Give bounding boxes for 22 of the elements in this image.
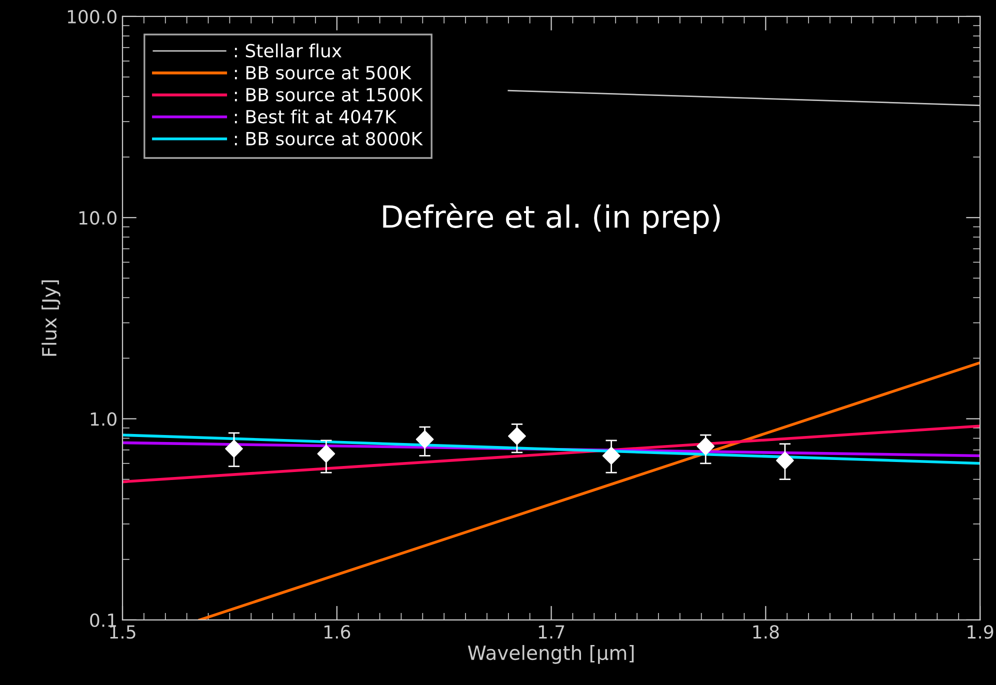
legend-label: : Stellar flux — [234, 44, 342, 58]
point — [602, 446, 620, 465]
legend-label: : BB source at 500K — [234, 66, 412, 80]
y-tick-label: 1.0 — [90, 412, 116, 426]
point — [508, 427, 526, 446]
annotation: Defrère et al. (in prep) — [383, 203, 720, 234]
legend-label: : BB source at 8000K — [234, 132, 423, 146]
x-tick-label: 1.8 — [753, 625, 779, 639]
x-axis-title: Wavelength [μm] — [468, 645, 634, 664]
point — [317, 444, 336, 463]
x-tick-label: 1.7 — [538, 625, 564, 639]
x-tick-label: 1.6 — [324, 625, 350, 639]
legend-label: : Best fit at 4047K — [234, 110, 397, 124]
legend-label: : BB source at 1500K — [234, 88, 423, 102]
point — [416, 430, 434, 448]
y-axis-title: Flux [Jy] — [42, 280, 60, 356]
point — [696, 437, 715, 456]
y-tick-label: 10.0 — [79, 211, 116, 225]
point — [225, 440, 243, 458]
x-tick-label: 1.9 — [968, 625, 994, 639]
point — [776, 452, 794, 470]
y-tick-label: 100.0 — [68, 10, 116, 24]
